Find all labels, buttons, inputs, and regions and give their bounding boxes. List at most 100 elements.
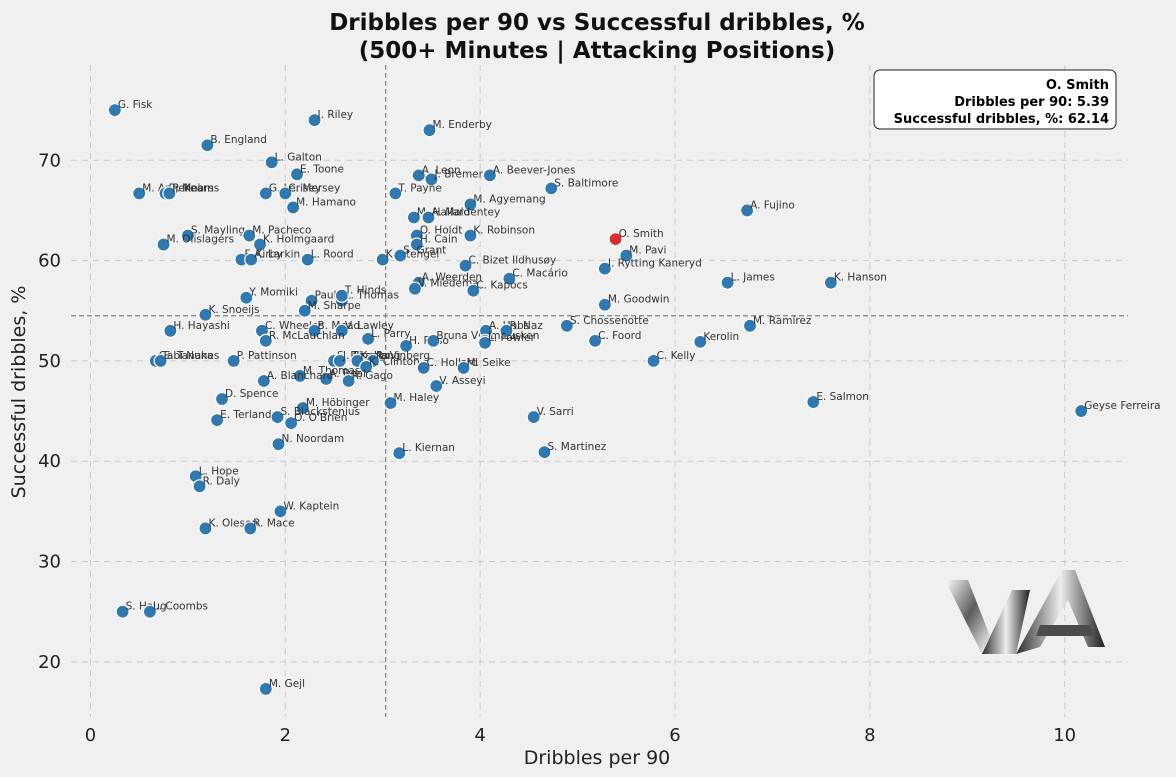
scatter-point[interactable] [537, 445, 552, 460]
scatter-point[interactable] [180, 228, 196, 243]
scatter-point[interactable] [406, 210, 422, 225]
scatter-point[interactable] [278, 186, 293, 201]
scatter-point[interactable] [1074, 403, 1089, 419]
scatter-point[interactable] [307, 113, 322, 128]
scatter-point[interactable] [502, 271, 517, 286]
point-label: R. Gago [352, 370, 393, 382]
scatter-point[interactable] [214, 391, 230, 407]
scatter-point[interactable] [270, 409, 285, 425]
scatter-point[interactable] [258, 681, 273, 697]
scatter-point[interactable] [258, 333, 273, 348]
scatter-point[interactable] [332, 353, 347, 369]
scatter-point[interactable] [198, 307, 213, 322]
scatter-point[interactable] [806, 394, 821, 410]
scatter-point[interactable] [482, 168, 498, 183]
scatter-point[interactable] [466, 283, 481, 298]
scatter-point[interactable] [424, 172, 439, 187]
scatter-point[interactable] [526, 409, 541, 425]
scatter-point[interactable] [388, 186, 403, 201]
scatter-point[interactable] [334, 323, 349, 338]
x-tick-label: 4 [474, 725, 485, 746]
scatter-point[interactable] [383, 395, 398, 411]
scatter-point[interactable] [426, 333, 441, 348]
scatter-point[interactable] [407, 281, 422, 296]
scatter-point[interactable] [399, 338, 414, 353]
point-label: V. Sarri [537, 406, 574, 418]
scatter-point[interactable] [192, 479, 207, 494]
scatter-point[interactable] [307, 323, 322, 338]
scatter-point[interactable] [463, 197, 478, 212]
scatter-point[interactable] [142, 604, 158, 619]
scatter-point[interactable] [198, 521, 213, 536]
point-label: A. Beever-Jones [493, 164, 576, 176]
scatter-point[interactable] [156, 237, 171, 252]
point-label: S. Grant [403, 245, 446, 257]
scatter-point[interactable] [597, 297, 612, 312]
scatter-point[interactable] [334, 288, 349, 303]
scatter-point[interactable] [421, 210, 436, 225]
point-label: A. Fujino [750, 199, 795, 211]
scatter-point[interactable] [463, 228, 478, 243]
scatter-point[interactable] [243, 521, 258, 536]
scatter-point[interactable] [271, 437, 286, 452]
scatter-point[interactable] [429, 378, 444, 394]
scatter-point[interactable] [588, 333, 603, 348]
scatter-point[interactable] [256, 373, 271, 389]
scatter-point[interactable] [319, 371, 334, 387]
scatter-point[interactable] [210, 412, 225, 428]
scatter-point[interactable] [244, 252, 259, 267]
scatter-point[interactable] [226, 353, 241, 369]
point-label: V. Lawley [345, 320, 394, 332]
scatter-point[interactable] [295, 400, 310, 416]
scatter-point[interactable] [416, 360, 431, 376]
scatter-point[interactable] [107, 103, 122, 118]
scatter-point[interactable] [163, 323, 178, 338]
scatter-point[interactable] [264, 155, 279, 170]
point-label: S. Baltimore [554, 177, 618, 189]
scatter-point[interactable] [284, 415, 299, 431]
scatter-point[interactable] [132, 186, 147, 201]
scatter-point[interactable] [286, 200, 301, 215]
scatter-point[interactable] [341, 373, 356, 389]
scatter-point[interactable] [252, 237, 268, 252]
scatter-point[interactable] [375, 252, 390, 267]
scatter-point[interactable] [289, 167, 305, 182]
scatter-point[interactable] [499, 323, 514, 338]
scatter-point[interactable] [153, 353, 168, 369]
scatter-point[interactable] [608, 232, 623, 247]
scatter-point[interactable] [422, 123, 437, 138]
point-label: Y. Momiki [248, 287, 298, 299]
scatter-point[interactable] [304, 293, 319, 308]
scatter-point[interactable] [393, 248, 408, 263]
scatter-point[interactable] [619, 248, 634, 263]
scatter-point[interactable] [720, 275, 735, 290]
scatter-point[interactable] [239, 290, 254, 305]
scatter-point[interactable] [559, 318, 574, 333]
scatter-point[interactable] [544, 181, 559, 196]
scatter-point[interactable] [292, 368, 308, 384]
scatter-point[interactable] [646, 353, 661, 369]
scatter-point[interactable] [200, 138, 215, 153]
scatter-point[interactable] [458, 258, 473, 273]
scatter-point[interactable] [477, 335, 493, 350]
scatter-point[interactable] [300, 252, 315, 267]
scatter-point[interactable] [456, 360, 471, 376]
point-label: M. Höbinger [306, 397, 370, 409]
scatter-point[interactable] [411, 168, 426, 183]
scatter-point[interactable] [409, 237, 424, 252]
scatter-point[interactable] [392, 446, 407, 461]
scatter-point[interactable] [115, 604, 130, 619]
scatter-point[interactable] [739, 203, 755, 218]
scatter-point[interactable] [742, 318, 758, 333]
scatter-point[interactable] [361, 331, 376, 346]
scatter-point[interactable] [359, 359, 374, 375]
scatter-point[interactable] [273, 504, 288, 519]
scatter-point[interactable] [258, 186, 273, 201]
scatter-point[interactable] [597, 261, 612, 276]
scatter-point[interactable] [242, 228, 257, 243]
scatter-point[interactable] [823, 275, 838, 290]
scatter-point[interactable] [693, 334, 708, 349]
scatter-point[interactable] [162, 186, 177, 201]
scatter-point[interactable] [297, 303, 312, 318]
